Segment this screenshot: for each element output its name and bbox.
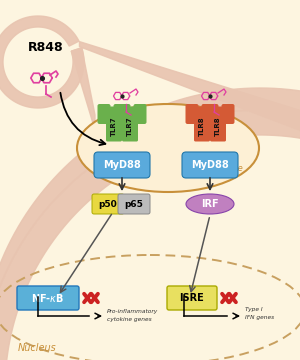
FancyBboxPatch shape <box>167 286 217 310</box>
Text: cytokine genes: cytokine genes <box>107 318 152 323</box>
FancyBboxPatch shape <box>210 107 226 141</box>
FancyBboxPatch shape <box>206 104 218 124</box>
Ellipse shape <box>186 194 234 214</box>
Text: IFN genes: IFN genes <box>245 315 274 320</box>
FancyBboxPatch shape <box>185 104 199 124</box>
Text: p65: p65 <box>124 199 143 208</box>
Text: MyD88: MyD88 <box>191 160 229 170</box>
FancyBboxPatch shape <box>202 104 214 124</box>
Text: Endosome: Endosome <box>200 163 244 172</box>
FancyBboxPatch shape <box>134 104 146 124</box>
Text: Type I: Type I <box>245 307 262 312</box>
FancyBboxPatch shape <box>106 107 122 141</box>
Text: Pro-inflammatory: Pro-inflammatory <box>107 310 158 315</box>
Polygon shape <box>71 48 95 130</box>
Text: TLR7: TLR7 <box>127 116 133 136</box>
Text: R848: R848 <box>28 41 64 54</box>
Text: IRF: IRF <box>201 199 219 209</box>
FancyBboxPatch shape <box>122 107 138 141</box>
Text: TLR8: TLR8 <box>199 116 205 136</box>
FancyBboxPatch shape <box>182 152 238 178</box>
FancyBboxPatch shape <box>221 104 235 124</box>
FancyBboxPatch shape <box>118 104 130 124</box>
Text: Nucleus: Nucleus <box>18 343 57 353</box>
Text: NF-$\kappa$B: NF-$\kappa$B <box>32 292 64 304</box>
Text: p50: p50 <box>99 199 117 208</box>
FancyBboxPatch shape <box>94 152 150 178</box>
FancyBboxPatch shape <box>118 194 150 214</box>
Polygon shape <box>0 110 300 360</box>
Text: ISRE: ISRE <box>180 293 204 303</box>
FancyBboxPatch shape <box>92 194 124 214</box>
FancyBboxPatch shape <box>98 104 110 124</box>
Polygon shape <box>0 16 84 108</box>
FancyBboxPatch shape <box>113 104 127 124</box>
Text: MyD88: MyD88 <box>103 160 141 170</box>
Text: TLR8: TLR8 <box>215 116 221 136</box>
Text: TLR7: TLR7 <box>111 116 117 136</box>
FancyBboxPatch shape <box>17 286 79 310</box>
Ellipse shape <box>77 104 259 192</box>
FancyBboxPatch shape <box>194 107 210 141</box>
